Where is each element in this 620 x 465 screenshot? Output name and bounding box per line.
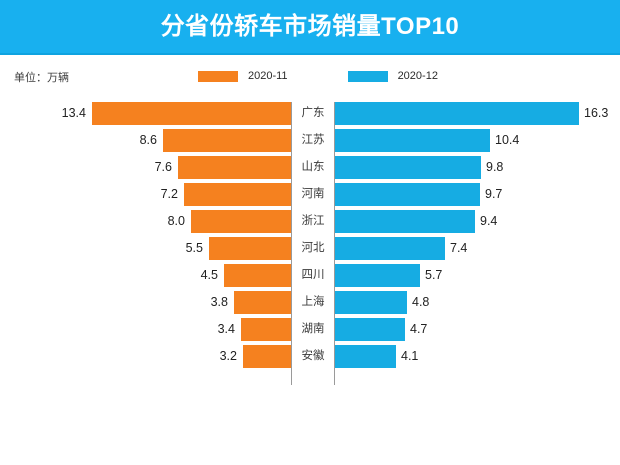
axis-line-right [334,102,335,385]
chart-plot-area: 13.4 广东 16.3 8.6 江苏 10.4 7.6 山东 9.8 7.2 河南 9.7 8.0 浙江… [0,100,620,390]
row-right-half: 7.4 [335,235,620,262]
row-left-half: 3.2 [0,343,291,370]
chart-row: 4.5 四川 5.7 [0,262,620,289]
row-left-half: 8.0 [0,208,291,235]
bar-2020-11[interactable] [209,237,291,260]
bar-2020-12[interactable] [335,156,481,179]
row-left-half: 5.5 [0,235,291,262]
chart-row: 3.2 安徽 4.1 [0,343,620,370]
bar-value-2020-11: 4.5 [200,268,218,282]
bar-2020-12[interactable] [335,129,490,152]
bar-2020-11[interactable] [92,102,291,125]
row-left-half: 8.6 [0,127,291,154]
row-right-half: 16.3 [335,100,620,127]
bar-2020-11[interactable] [178,156,291,179]
bar-value-2020-11: 7.6 [154,160,172,174]
bar-value-2020-11: 8.6 [139,133,157,147]
row-left-half: 3.4 [0,316,291,343]
chart-row: 3.8 上海 4.8 [0,289,620,316]
legend-label-2020-11: 2020-11 [248,70,288,82]
row-left-half: 7.2 [0,181,291,208]
legend-swatch-2020-12 [347,70,388,82]
category-label: 安徽 [301,350,325,362]
bar-2020-12[interactable] [335,210,475,233]
row-right-half: 4.1 [335,343,620,370]
chart-rows: 13.4 广东 16.3 8.6 江苏 10.4 7.6 山东 9.8 7.2 河南 9.7 8.0 浙江… [0,100,620,370]
bar-2020-11[interactable] [191,210,291,233]
row-left-half: 4.5 [0,262,291,289]
bar-2020-11[interactable] [243,345,291,368]
header-band: 分省份轿车市场销量TOP10 [0,0,620,55]
bar-2020-12[interactable] [335,102,579,125]
bar-2020-12[interactable] [335,318,405,341]
chart-row: 3.4 湖南 4.7 [0,316,620,343]
legend-item-2020-11[interactable]: 2020-11 [198,68,288,84]
legend-item-2020-12[interactable]: 2020-12 [347,68,438,84]
bar-value-2020-12: 4.7 [410,322,428,336]
row-left-half: 13.4 [0,100,291,127]
category-label: 湖南 [301,323,325,335]
bar-value-2020-12: 10.4 [495,133,520,147]
page-title: 分省份轿车市场销量TOP10 [160,13,460,40]
bar-value-2020-12: 4.1 [401,349,419,363]
bar-value-2020-12: 9.4 [480,214,498,228]
bar-value-2020-12: 5.7 [425,268,443,282]
category-label: 广东 [301,107,325,119]
bar-2020-12[interactable] [335,264,420,287]
bar-2020-11[interactable] [163,129,291,152]
bar-value-2020-12: 7.4 [450,241,468,255]
row-right-half: 9.7 [335,181,620,208]
bar-value-2020-12: 4.8 [412,295,430,309]
axis-line-left [291,102,292,385]
chart-row: 13.4 广东 16.3 [0,100,620,127]
row-right-half: 5.7 [335,262,620,289]
chart-legend: 2020-11 2020-12 [198,68,438,84]
chart-row: 7.6 山东 9.8 [0,154,620,181]
chart-row: 5.5 河北 7.4 [0,235,620,262]
bar-2020-11[interactable] [224,264,291,287]
bar-value-2020-11: 3.2 [219,349,237,363]
bar-value-2020-12: 9.7 [485,187,503,201]
bar-2020-11[interactable] [241,318,291,341]
bar-value-2020-11: 8.0 [167,214,185,228]
bar-2020-12[interactable] [335,291,407,314]
row-right-half: 4.8 [335,289,620,316]
bar-value-2020-11: 5.5 [185,241,203,255]
chart-row: 7.2 河南 9.7 [0,181,620,208]
category-label: 河南 [301,188,325,200]
category-label: 上海 [301,296,325,308]
chart-row: 8.6 江苏 10.4 [0,127,620,154]
category-label: 四川 [301,269,325,281]
unit-label: 单位：万辆 [14,72,69,84]
bar-2020-12[interactable] [335,183,480,206]
category-label: 山东 [301,161,325,173]
bar-2020-12[interactable] [335,345,396,368]
bar-value-2020-11: 13.4 [61,106,86,120]
row-right-half: 9.4 [335,208,620,235]
bar-2020-11[interactable] [184,183,291,206]
category-label: 河北 [301,242,325,254]
bar-value-2020-11: 3.4 [217,322,235,336]
row-right-half: 10.4 [335,127,620,154]
legend-swatch-2020-11 [198,70,238,82]
row-left-half: 7.6 [0,154,291,181]
bar-2020-12[interactable] [335,237,445,260]
legend-label-2020-12: 2020-12 [397,70,438,82]
chart-row: 8.0 浙江 9.4 [0,208,620,235]
bar-value-2020-12: 9.8 [486,160,504,174]
category-label: 浙江 [301,215,325,227]
category-label: 江苏 [301,134,325,146]
row-right-half: 9.8 [335,154,620,181]
row-left-half: 3.8 [0,289,291,316]
bar-value-2020-11: 7.2 [160,187,178,201]
row-right-half: 4.7 [335,316,620,343]
bar-value-2020-11: 3.8 [210,295,228,309]
bar-2020-11[interactable] [234,291,291,314]
bar-value-2020-12: 16.3 [584,106,609,120]
